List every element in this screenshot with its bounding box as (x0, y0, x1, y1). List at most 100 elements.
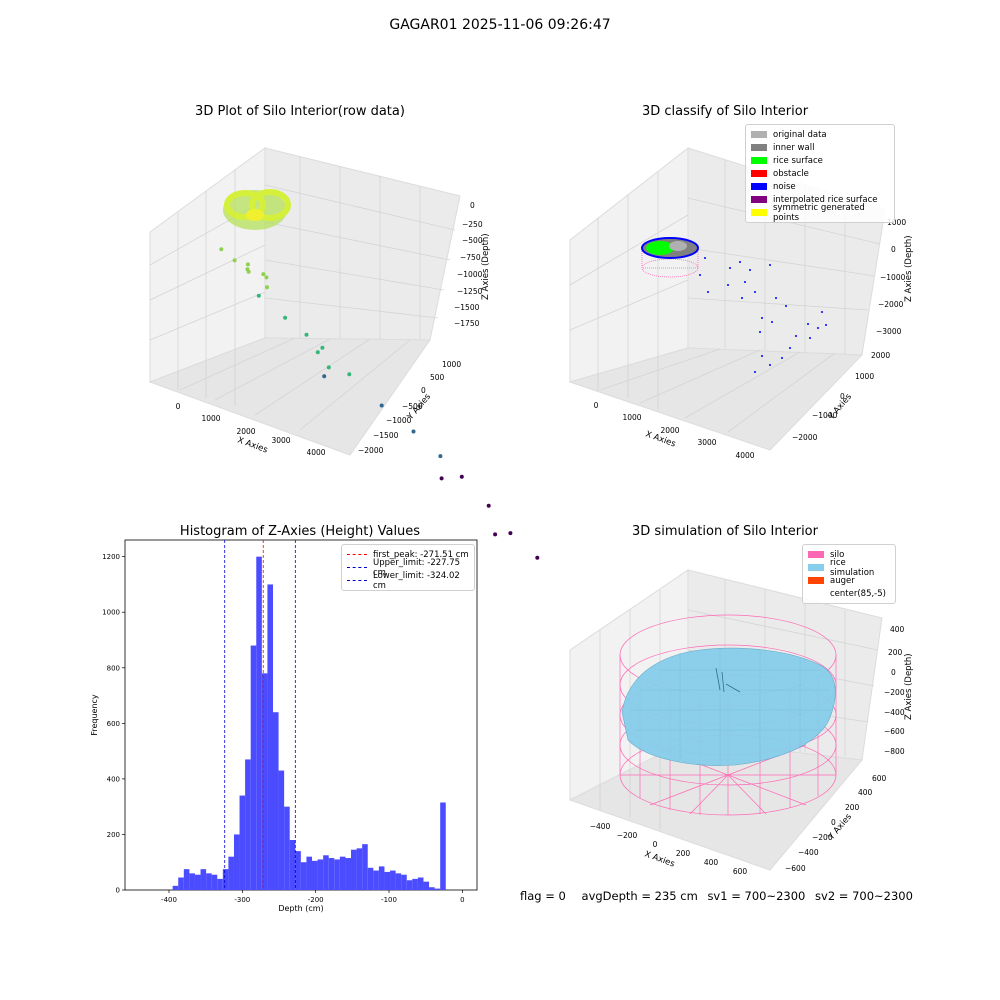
scatter-point (320, 345, 325, 350)
histogram-bar (239, 795, 246, 890)
avg-depth-text: avgDepth = 235 cm (581, 889, 698, 903)
y-ticks: 0 200 400 600 800 1000 1200 (102, 553, 125, 895)
scatter-point (322, 374, 327, 379)
legend-histogram: first_peak: -271.51 cm Upper_limit: -227… (341, 544, 475, 591)
z-tick: 0 (891, 245, 896, 254)
y-tick-labels: 1000 500 0 −500 −1000 −1500 −2000 (358, 360, 461, 455)
scatter-point (256, 293, 261, 298)
pane-floor (568, 739, 863, 871)
histogram-bar (183, 869, 190, 890)
histogram-bar (222, 869, 229, 890)
z-tick: 200 (888, 648, 903, 657)
y-tick-labels: 2000 1000 0 −1000 −2000 (792, 351, 890, 442)
x-tick: 4000 (306, 448, 325, 457)
plot-area (124, 539, 478, 891)
pane-left (569, 146, 689, 383)
histogram-bar (256, 556, 262, 890)
x-tick: 0 (653, 840, 658, 849)
legend-label: inner wall (773, 142, 815, 153)
legend-label: Upper_limit: -227.75 cm (373, 557, 461, 578)
z-axis-label: Z Axies (Depth) (904, 653, 914, 720)
z-tick-labels: 400 200 0 −200 −400 −600 −800 (884, 625, 905, 756)
x-axis-label: X Axies (236, 435, 269, 455)
y-tick: −500 (402, 402, 423, 411)
x-tick-label: -300 (234, 896, 250, 904)
histogram-bar (278, 770, 285, 890)
sv1-text: sv1 = 700~2300 (707, 889, 806, 903)
scatter-point (245, 262, 250, 267)
rice-mesh (630, 648, 832, 765)
y-tick: −1500 (373, 431, 399, 440)
legend-swatch (751, 196, 767, 203)
x-tick: 3000 (697, 438, 716, 447)
legend-item-silo: silo (808, 548, 890, 561)
legend-item-first-peak: first_peak: -271.51 cm (347, 548, 469, 561)
grid-lines (599, 580, 879, 830)
histogram-bar (194, 874, 201, 890)
legend-swatch (808, 577, 824, 584)
legend-item-rice-surface: rice surface (751, 154, 889, 167)
x-tick: 0 (176, 402, 181, 411)
grid-lines (149, 157, 456, 431)
histogram-bar (200, 869, 207, 890)
legend-item-inner-wall: inner wall (751, 141, 889, 154)
legend-swatch (808, 564, 824, 571)
rice-surface (621, 647, 836, 766)
y-axis-label: Y Axies (826, 812, 854, 843)
y-tick-label: 800 (107, 664, 120, 672)
x-tick-labels: 0 1000 2000 3000 4000 (594, 401, 755, 460)
y-tick: −600 (785, 864, 806, 873)
scatter-point (283, 315, 288, 320)
scatter-point (326, 365, 331, 370)
histogram-bar (189, 873, 195, 890)
legend-item-symmetric: symmetric generated points (751, 203, 889, 223)
legend-item-auger: auger (808, 574, 890, 587)
x-axis-label: X Axies (643, 849, 676, 869)
y-tick-labels: 600 400 200 0 −200 −400 −600 (785, 774, 887, 873)
histogram-bar (267, 584, 273, 890)
histogram-bar (233, 834, 240, 890)
y-tick-label: 0 (116, 887, 120, 895)
y-tick: −2000 (358, 446, 384, 455)
z-tick: −400 (884, 708, 905, 717)
histogram-bar (272, 712, 279, 890)
histogram-bar (345, 858, 352, 890)
scatter-point (438, 454, 443, 459)
scatter-point (411, 429, 416, 434)
x-tick: 3000 (271, 436, 290, 445)
flag-text: flag = 0 (520, 889, 566, 903)
legend-item-interpolated: interpolated rice surface (751, 193, 889, 206)
x-tick-labels: −400 −200 0 200 400 600 (590, 822, 748, 876)
z-tick: −1000 (880, 273, 906, 282)
pane-floor (568, 347, 864, 451)
scatter-point (315, 350, 320, 355)
y-tick: 400 (858, 788, 873, 797)
histogram-bar (406, 880, 413, 890)
legend-simulation: silo rice simulation auger center(85,-5) (802, 544, 896, 604)
scatter-point (379, 403, 384, 408)
legend-label: symmetric generated points (773, 202, 865, 223)
z-tick: −2000 (878, 300, 904, 309)
legend-label: obstacle (773, 168, 809, 179)
chart-title: 3D simulation of Silo Interior (632, 524, 818, 539)
histogram-bar (228, 856, 234, 890)
inner-wall-cylinder (641, 237, 699, 278)
z-tick-labels: 1000 0 −1000 −2000 −3000 (876, 218, 906, 336)
legend-swatch (751, 170, 767, 177)
legend-item-lower-limit: Lower_limit: -324.02 cm (347, 571, 469, 591)
figure-title: GAGAR01 2025-11-06 09:26:47 (389, 17, 611, 33)
scatter-point (264, 275, 269, 280)
x-tick: 1000 (622, 413, 641, 422)
histogram-bar (312, 860, 318, 890)
z-tick: 400 (890, 625, 905, 634)
y-tick: −200 (812, 833, 833, 842)
legend-line (347, 554, 367, 555)
y-tick: 1000 (855, 372, 874, 381)
legend-swatch (751, 131, 767, 138)
pane-back (264, 147, 461, 341)
scatter-point (304, 332, 309, 337)
histogram-bar (261, 673, 268, 890)
z-tick: −1000 (457, 270, 483, 279)
z-tick: −3000 (876, 327, 902, 336)
legend-item-obstacle: obstacle (751, 167, 889, 180)
